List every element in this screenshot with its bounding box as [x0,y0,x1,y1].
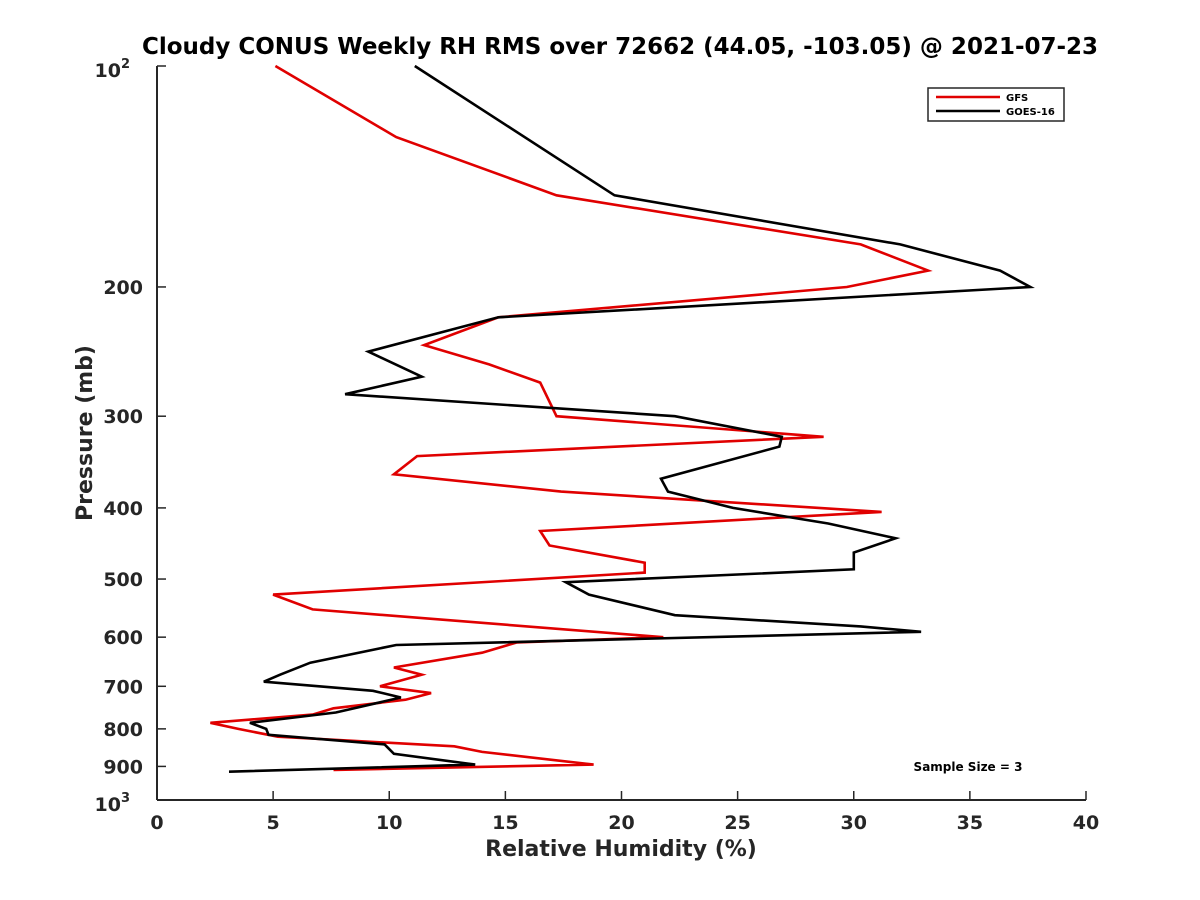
x-tick-label: 25 [724,812,750,834]
y-tick-label: 800 [103,719,143,741]
y-tick-label: 200 [103,277,143,299]
x-axis-label: Relative Humidity (%) [485,837,757,862]
y-tick-exp-top-exp: 2 [121,57,130,72]
y-tick-exp-top-base: 10 [95,60,121,82]
y-tick-label: 900 [103,756,143,778]
x-tick-label: 20 [608,812,634,834]
y-tick-label: 300 [103,406,143,428]
sample-size-annotation: Sample Size = 3 [914,760,1023,774]
legend-label-gfs: GFS [1006,93,1028,104]
x-tick-label: 35 [957,812,983,834]
x-tick-label: 30 [841,812,867,834]
chart-title: Cloudy CONUS Weekly RH RMS over 72662 (4… [142,34,1098,60]
plot-lines [210,64,1035,773]
x-tick-label: 15 [492,812,518,834]
x-tick-label: 5 [267,812,280,834]
x-ticks: 0 5 10 15 20 25 30 35 40 [150,791,1099,834]
y-tick-exp-bottom-exp: 3 [121,791,130,806]
x-tick-label: 10 [376,812,402,834]
y-axis-label: Pressure (mb) [73,345,98,521]
y-tick-exp-bottom: 103 [95,791,131,816]
y-tick-label: 600 [103,627,143,649]
y-tick-exp-bottom-base: 10 [95,794,121,816]
y-tick-label: 400 [103,498,143,520]
y-tick-exp-top: 102 [95,57,131,82]
y-tick-label: 500 [103,569,143,591]
series-line-gfs [210,64,933,772]
legend: GFS GOES-16 [927,87,1065,122]
y-ticks: 200 300 400 500 600 700 800 900 [103,65,166,801]
legend-box [927,87,1065,122]
x-tick-label: 0 [150,812,163,834]
series-line-goes16 [228,64,1035,773]
y-tick-label: 700 [103,676,143,698]
legend-label-goes16: GOES-16 [1006,107,1055,118]
x-tick-label: 40 [1073,812,1099,834]
